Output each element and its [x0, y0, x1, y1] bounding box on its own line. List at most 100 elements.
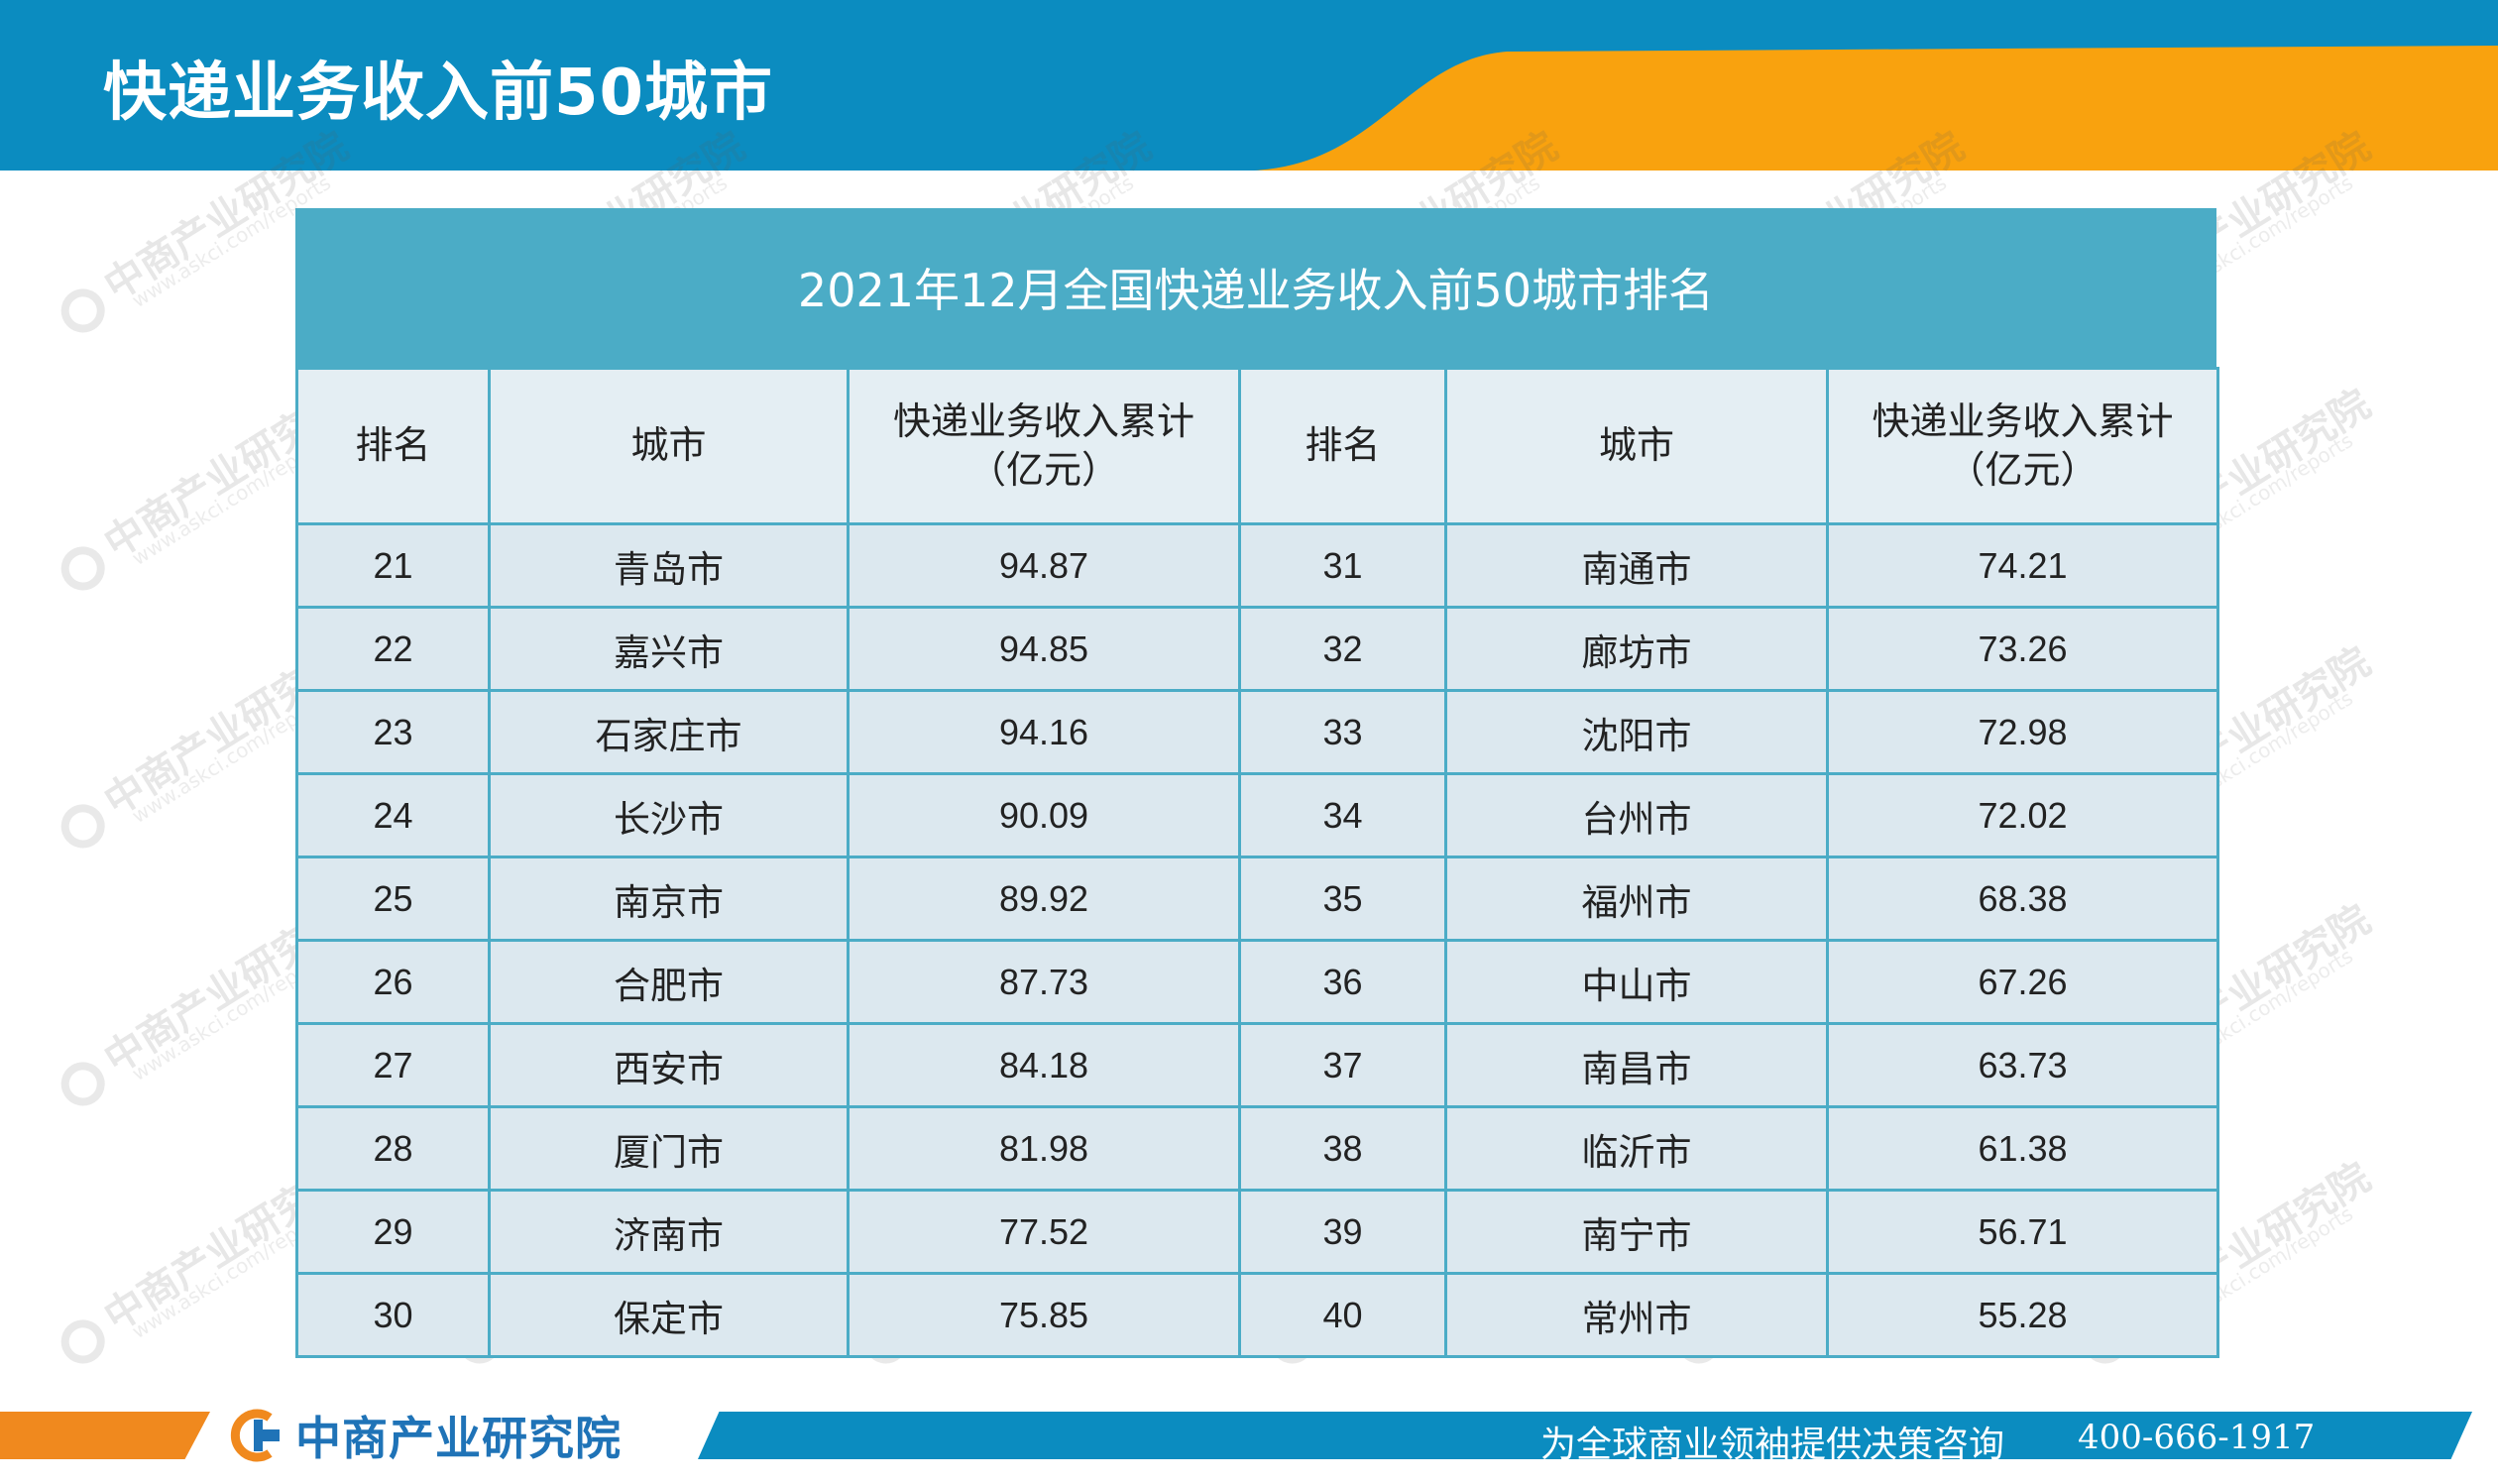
table-body: 21 青岛市 94.87 31 南通市 74.21 22 嘉兴市 94.85 32 廊坊市 73.26…: [295, 522, 2219, 1358]
header-revenue-left: 快递业务收入累计 （亿元）: [847, 367, 1241, 525]
revenue-cell: 67.26: [1826, 939, 2219, 1025]
revenue-cell: 90.09: [847, 772, 1241, 858]
rank-cell: 31: [1238, 522, 1447, 609]
footer-phone: 400-666-1917: [2078, 1418, 2316, 1457]
ranking-table: 排名 城市 快递业务收入累计 （亿元） 排名 城市 快递业务收入累计 （亿元） …: [295, 367, 2219, 1358]
header-revenue-line2: （亿元）: [1947, 448, 2099, 492]
company-logo-icon: [230, 1409, 280, 1462]
watermark-logo-icon: [53, 1054, 114, 1114]
revenue-cell: 84.18: [847, 1022, 1241, 1108]
watermark-logo-icon: [53, 796, 114, 856]
table-row: 28 厦门市 81.98 38 临沂市 61.38: [295, 1105, 2219, 1192]
table-row: 27 西安市 84.18 37 南昌市 63.73: [295, 1022, 2219, 1108]
city-cell: 沈阳市: [1444, 689, 1829, 775]
revenue-cell: 89.92: [847, 856, 1241, 942]
revenue-cell: 63.73: [1826, 1022, 2219, 1108]
city-cell: 长沙市: [488, 772, 850, 858]
city-cell: 中山市: [1444, 939, 1829, 1025]
watermark-logo-icon: [53, 538, 114, 599]
table-row: 29 济南市 77.52 39 南宁市 56.71: [295, 1189, 2219, 1275]
header-rank-left: 排名: [295, 367, 491, 525]
ranking-table-container: 2021年12月全国快递业务收入前50城市排名 排名 城市 快递业务收入累计 （…: [295, 208, 2219, 1358]
page-title: 快递业务收入前50城市: [103, 57, 774, 130]
rank-cell: 30: [295, 1272, 491, 1358]
rank-cell: 37: [1238, 1022, 1447, 1108]
rank-cell: 26: [295, 939, 491, 1025]
city-cell: 济南市: [488, 1189, 850, 1275]
city-cell: 福州市: [1444, 856, 1829, 942]
table-row: 23 石家庄市 94.16 33 沈阳市 72.98: [295, 689, 2219, 775]
city-cell: 南京市: [488, 856, 850, 942]
rank-cell: 27: [295, 1022, 491, 1108]
table-row: 26 合肥市 87.73 36 中山市 67.26: [295, 939, 2219, 1025]
rank-cell: 35: [1238, 856, 1447, 942]
rank-cell: 40: [1238, 1272, 1447, 1358]
footer-orange-bar: [0, 1412, 210, 1459]
company-logo-text: 中商产业研究院: [295, 1412, 622, 1465]
header-city-right: 城市: [1444, 367, 1829, 525]
city-cell: 南昌市: [1444, 1022, 1829, 1108]
table-row: 21 青岛市 94.87 31 南通市 74.21: [295, 522, 2219, 609]
footer-slogan: 为全球商业领袖提供决策咨询: [1540, 1425, 2005, 1465]
rank-cell: 22: [295, 606, 491, 692]
revenue-cell: 55.28: [1826, 1272, 2219, 1358]
header-rank-right: 排名: [1238, 367, 1447, 525]
rank-cell: 38: [1238, 1105, 1447, 1192]
rank-cell: 24: [295, 772, 491, 858]
rank-cell: 34: [1238, 772, 1447, 858]
rank-cell: 28: [295, 1105, 491, 1192]
city-cell: 南宁市: [1444, 1189, 1829, 1275]
city-cell: 临沂市: [1444, 1105, 1829, 1192]
city-cell: 保定市: [488, 1272, 850, 1358]
revenue-cell: 74.21: [1826, 522, 2219, 609]
table-row: 22 嘉兴市 94.85 32 廊坊市 73.26: [295, 606, 2219, 692]
table-row: 25 南京市 89.92 35 福州市 68.38: [295, 856, 2219, 942]
city-cell: 合肥市: [488, 939, 850, 1025]
city-cell: 廊坊市: [1444, 606, 1829, 692]
watermark-logo-icon: [53, 281, 114, 341]
table-title: 2021年12月全国快递业务收入前50城市排名: [295, 208, 2216, 367]
table-row: 24 长沙市 90.09 34 台州市 72.02: [295, 772, 2219, 858]
rank-cell: 32: [1238, 606, 1447, 692]
city-cell: 西安市: [488, 1022, 850, 1108]
header-revenue-right: 快递业务收入累计 （亿元）: [1826, 367, 2219, 525]
city-cell: 常州市: [1444, 1272, 1829, 1358]
revenue-cell: 94.16: [847, 689, 1241, 775]
city-cell: 南通市: [1444, 522, 1829, 609]
rank-cell: 36: [1238, 939, 1447, 1025]
revenue-cell: 94.85: [847, 606, 1241, 692]
revenue-cell: 72.98: [1826, 689, 2219, 775]
revenue-cell: 72.02: [1826, 772, 2219, 858]
city-cell: 石家庄市: [488, 689, 850, 775]
revenue-cell: 75.85: [847, 1272, 1241, 1358]
rank-cell: 33: [1238, 689, 1447, 775]
rank-cell: 21: [295, 522, 491, 609]
footer-blue-bar: [698, 1412, 2472, 1459]
rank-cell: 23: [295, 689, 491, 775]
revenue-cell: 68.38: [1826, 856, 2219, 942]
watermark-logo-icon: [53, 1312, 114, 1372]
header-revenue-line1: 快递业务收入累计: [1872, 399, 2174, 443]
city-cell: 台州市: [1444, 772, 1829, 858]
header-revenue-line2: （亿元）: [967, 448, 1119, 492]
revenue-cell: 81.98: [847, 1105, 1241, 1192]
revenue-cell: 73.26: [1826, 606, 2219, 692]
city-cell: 青岛市: [488, 522, 850, 609]
city-cell: 嘉兴市: [488, 606, 850, 692]
rank-cell: 39: [1238, 1189, 1447, 1275]
header-city-left: 城市: [488, 367, 850, 525]
table-row: 30 保定市 75.85 40 常州市 55.28: [295, 1272, 2219, 1358]
revenue-cell: 61.38: [1826, 1105, 2219, 1192]
revenue-cell: 77.52: [847, 1189, 1241, 1275]
revenue-cell: 56.71: [1826, 1189, 2219, 1275]
footer-logo: 中商产业研究院: [230, 1408, 622, 1465]
rank-cell: 25: [295, 856, 491, 942]
rank-cell: 29: [295, 1189, 491, 1275]
revenue-cell: 87.73: [847, 939, 1241, 1025]
city-cell: 厦门市: [488, 1105, 850, 1192]
revenue-cell: 94.87: [847, 522, 1241, 609]
